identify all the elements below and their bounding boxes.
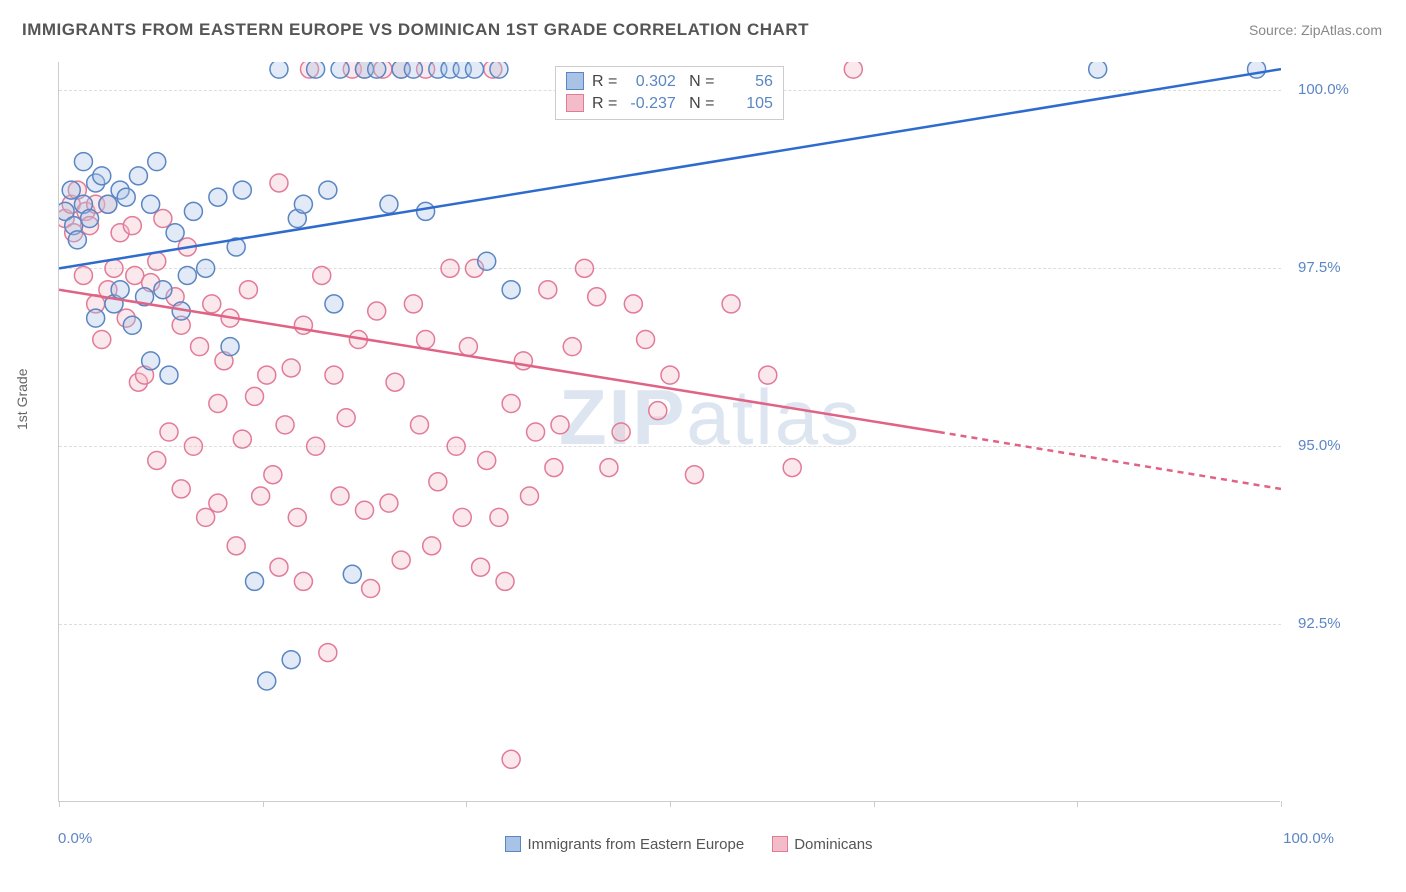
- stats-legend-row: R = -0.237 N = 105: [566, 93, 773, 115]
- scatter-svg: [59, 62, 1281, 802]
- y-axis-title: 1st Grade: [14, 369, 30, 430]
- plot-area: ZIPatlas R = 0.302 N = 56R = -0.237 N = …: [58, 62, 1280, 802]
- y-tick-label: 92.5%: [1298, 615, 1341, 632]
- x-tick: [874, 801, 875, 807]
- bottom-legend: Immigrants from Eastern Europe Dominicans: [0, 836, 1406, 872]
- y-tick-label: 95.0%: [1298, 437, 1341, 454]
- legend-entry: Immigrants from Eastern Europe: [505, 836, 744, 853]
- x-tick: [59, 801, 60, 807]
- stats-legend: R = 0.302 N = 56R = -0.237 N = 105: [555, 66, 784, 120]
- y-tick-label: 97.5%: [1298, 259, 1341, 276]
- x-tick: [670, 801, 671, 807]
- x-tick: [1077, 801, 1078, 807]
- y-tick-label: 100.0%: [1298, 81, 1349, 98]
- x-tick: [466, 801, 467, 807]
- source-label: Source: ZipAtlas.com: [1249, 22, 1382, 38]
- x-tick: [1281, 801, 1282, 807]
- stats-legend-row: R = 0.302 N = 56: [566, 71, 773, 93]
- chart-title: IMMIGRANTS FROM EASTERN EUROPE VS DOMINI…: [22, 20, 809, 40]
- legend-entry: Dominicans: [772, 836, 872, 853]
- x-tick: [263, 801, 264, 807]
